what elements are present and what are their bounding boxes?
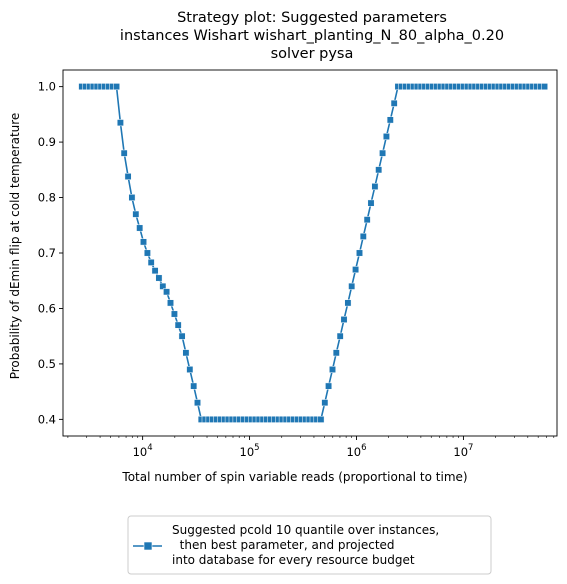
data-point [132, 210, 140, 218]
chart-title: Strategy plot: Suggested parameters inst… [120, 10, 504, 62]
title-line-2: instances Wishart wishart_planting_N_80_… [120, 28, 504, 44]
y-axis-label: Probability of dEmin flip at cold temper… [8, 113, 22, 380]
x-tick-base: 10 [240, 445, 255, 459]
data-point [363, 216, 371, 224]
y-tick-label: 0.6 [38, 301, 56, 315]
data-point [163, 288, 171, 296]
legend-entry-line: Suggested pcold 10 quantile over instanc… [172, 523, 439, 537]
data-point [382, 133, 390, 140]
data-point [170, 310, 178, 318]
legend-box [127, 515, 492, 575]
data-point [336, 332, 344, 340]
data-point [155, 274, 163, 282]
data-point [371, 183, 379, 190]
series-layer [78, 83, 548, 423]
data-point [541, 83, 548, 91]
data-point [386, 116, 394, 124]
legend-label: Suggested pcold 10 quantile over instanc… [172, 523, 439, 567]
data-point [190, 382, 198, 390]
x-tick-base: 10 [133, 445, 148, 459]
data-point [379, 149, 387, 157]
data-point [390, 99, 398, 107]
data-point [159, 282, 167, 290]
data-point [167, 299, 174, 307]
x-tick-base: 10 [346, 445, 361, 459]
data-point [352, 266, 360, 274]
data-point [143, 249, 151, 257]
data-point [356, 249, 363, 257]
data-point [186, 366, 194, 373]
data-point [182, 349, 190, 357]
data-point [147, 258, 155, 266]
data-point [359, 232, 367, 240]
data-point [321, 399, 329, 407]
data-point [178, 332, 186, 340]
data-point [136, 224, 144, 232]
data-point [329, 366, 336, 373]
plot-frame [62, 69, 558, 437]
legend-entry-line: then best parameter, and projected [172, 538, 395, 552]
data-point [332, 349, 340, 357]
x-tick-exponent: 4 [147, 443, 152, 453]
legend-entry: Suggested pcold 10 quantile over instanc… [172, 523, 439, 567]
title-line-1: Strategy plot: Suggested parameters [177, 10, 447, 26]
y-tick-label: 0.5 [38, 357, 56, 371]
x-tick-label: 106 [346, 443, 366, 459]
x-tick-label: 107 [453, 443, 473, 459]
data-point [124, 173, 132, 180]
plot-area [62, 69, 558, 437]
x-tick-exponent: 7 [468, 443, 473, 453]
data-point [344, 299, 352, 307]
legend-entry-line: into database for every resource budget [172, 553, 415, 567]
data-point [174, 321, 182, 329]
y-tick-label: 1.0 [38, 80, 56, 94]
data-point [116, 119, 124, 127]
y-tick-label: 0.7 [38, 246, 56, 260]
title-line-3: solver pysa [271, 46, 354, 62]
x-tick-base: 10 [453, 445, 468, 459]
series-line [81, 85, 545, 421]
x-tick-exponent: 6 [361, 443, 366, 453]
data-point [194, 399, 201, 407]
data-point [367, 199, 375, 207]
x-axis-label: Total number of spin variable reads (pro… [121, 470, 467, 484]
data-point [325, 382, 333, 390]
y-tick-label: 0.8 [38, 191, 56, 205]
data-point [128, 194, 136, 201]
data-point [375, 166, 383, 174]
data-point [340, 316, 348, 323]
data-point [151, 267, 159, 275]
data-point [317, 415, 325, 423]
y-tick-label: 0.4 [38, 412, 56, 426]
x-tick-label: 104 [133, 443, 153, 459]
data-point [113, 83, 120, 91]
data-point [120, 149, 128, 157]
y-tick-label: 0.9 [38, 135, 56, 149]
x-tick-label: 105 [240, 443, 260, 459]
data-point [140, 238, 147, 246]
data-point [348, 282, 356, 290]
legend: Suggested pcold 10 quantile over instanc… [127, 515, 492, 575]
legend-marker [143, 541, 153, 551]
x-tick-exponent: 5 [254, 443, 259, 453]
